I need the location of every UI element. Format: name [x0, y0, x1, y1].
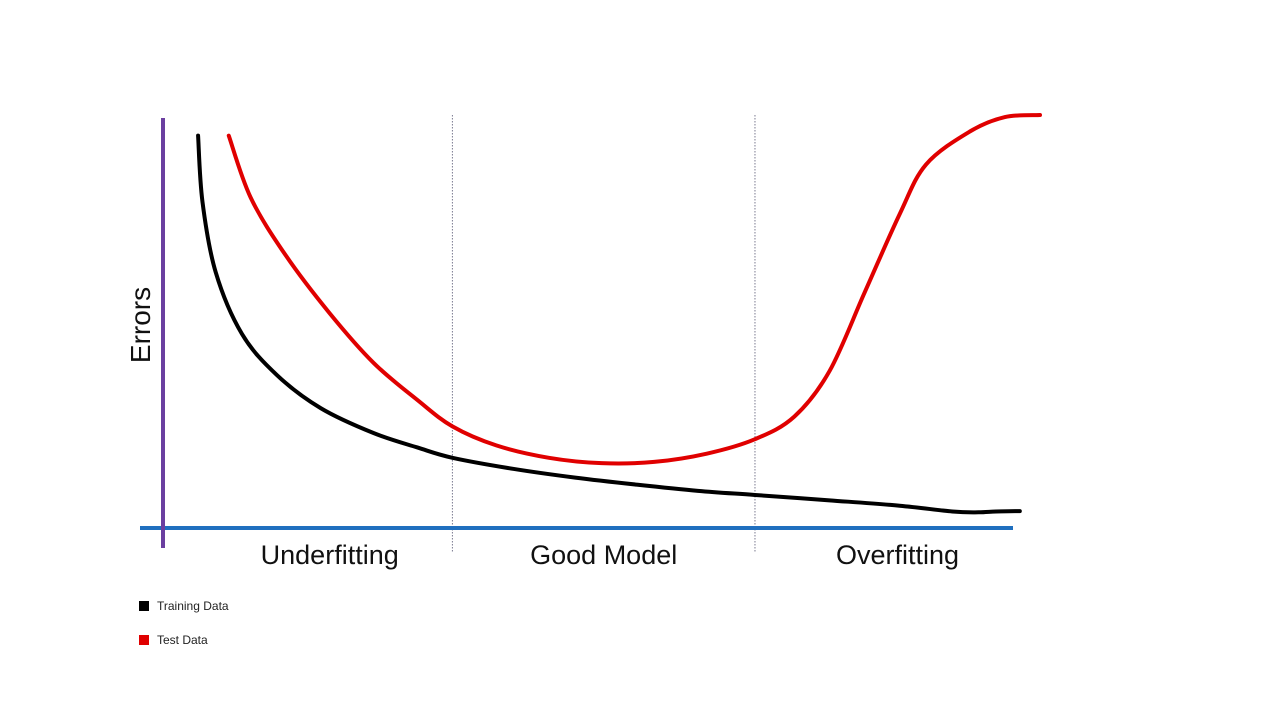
region-label-underfitting: Underfitting	[261, 540, 399, 570]
region-label-overfitting: Overfitting	[836, 540, 959, 570]
legend-label-test: Test Data	[157, 633, 208, 647]
legend-item-test: Test Data	[139, 632, 229, 648]
legend-item-training: Training Data	[139, 598, 229, 614]
legend-swatch-training	[139, 601, 149, 611]
series-layer	[196, 113, 1042, 515]
legend-swatch-test	[139, 635, 149, 645]
test-data-line	[226, 113, 1042, 466]
region-label-good-model: Good Model	[530, 540, 677, 570]
y-axis-label: Errors	[125, 287, 156, 363]
legend-label-training: Training Data	[157, 599, 229, 613]
training-data-line	[196, 133, 1022, 515]
region-dividers	[451, 115, 756, 552]
region-labels: Underfitting Good Model Overfitting	[261, 540, 959, 570]
legend: Training Data Test Data	[139, 598, 229, 666]
